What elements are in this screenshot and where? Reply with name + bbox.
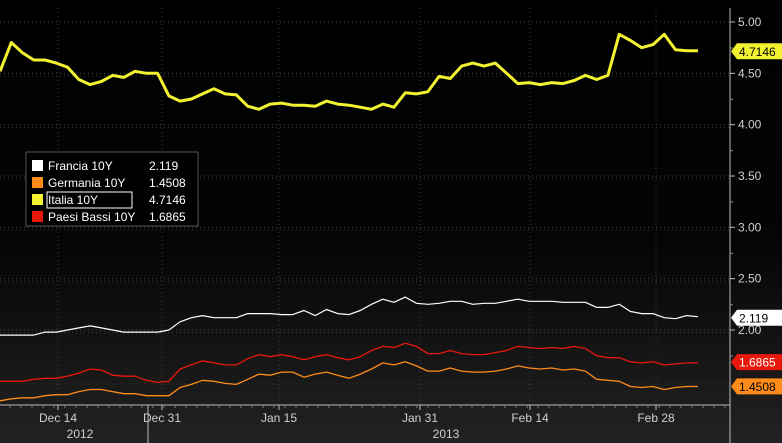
- x-tick-label: Jan 15: [261, 411, 297, 425]
- legend-series-name: Francia 10Y: [48, 159, 113, 173]
- series-line-germania-10y: [0, 361, 698, 402]
- y-tick-label: 3.50: [738, 169, 762, 183]
- series-lines: [0, 32, 699, 402]
- y-tick-label: 4.50: [738, 66, 762, 80]
- badge-value: 4.7146: [739, 45, 776, 59]
- legend-series-value: 1.6865: [149, 210, 186, 224]
- y-tick-label: 3.00: [738, 220, 762, 234]
- y-tick-label: 2.00: [738, 323, 762, 337]
- series-line-italia-10y: [0, 32, 698, 111]
- legend-series-value: 4.7146: [149, 193, 186, 207]
- legend-series-value: 2.119: [149, 159, 178, 173]
- badge-value: 1.4508: [739, 380, 776, 394]
- legend-series-value: 1.4508: [149, 176, 186, 190]
- legend-selected-outline: [46, 191, 133, 209]
- legend-swatch: [32, 177, 43, 188]
- legend-box: [25, 151, 199, 227]
- axes: 5.00 4.50 4.00 3.50 3.00 2.50 2.00 Dec 14 Dec 31…: [0, 8, 762, 443]
- badge-value: 1.6865: [739, 356, 776, 370]
- legend-swatch: [32, 160, 43, 171]
- x-tick-label: Dec 31: [143, 411, 181, 425]
- badge-shape: [731, 354, 782, 371]
- badge-value: 2.119: [739, 311, 768, 325]
- legend-swatch: [32, 211, 43, 222]
- year-label: 2012: [67, 427, 94, 441]
- legend-series-name: Paesi Bassi 10Y: [48, 210, 135, 224]
- legend-series-name: Italia 10Y: [48, 193, 98, 207]
- legend-series-name: Germania 10Y: [48, 176, 125, 190]
- last-value-badges: 2.119 1.4508 4.7146 1.6865: [731, 43, 782, 395]
- last-value-badge-francia-10y: 2.119: [731, 309, 782, 326]
- series-line-paesi-bassi-10y: [0, 342, 698, 384]
- x-tick-label: Jan 31: [402, 411, 438, 425]
- x-tick-label: Feb 14: [511, 411, 549, 425]
- y-tick-label: 5.00: [738, 15, 762, 29]
- year-label: 2013: [433, 427, 460, 441]
- legend-swatch: [32, 194, 43, 205]
- x-tick-label: Feb 28: [637, 411, 675, 425]
- series-line-francia-10y: [0, 296, 699, 336]
- y-tick-label: 4.00: [738, 118, 762, 132]
- last-value-badge-italia-10y: 4.7146: [731, 43, 782, 60]
- legend: Francia 10Y 2.119 Germania 10Y 1.4508 Italia…: [25, 151, 199, 227]
- badge-shape: [731, 309, 782, 326]
- y-tick-label: 2.50: [738, 272, 762, 286]
- x-tick-label: Dec 14: [39, 411, 77, 425]
- last-value-badge-paesi-bassi-10y: 1.6865: [731, 354, 782, 371]
- badge-shape: [731, 43, 782, 60]
- last-value-badge-germania-10y: 1.4508: [731, 378, 782, 395]
- badge-shape: [731, 378, 782, 395]
